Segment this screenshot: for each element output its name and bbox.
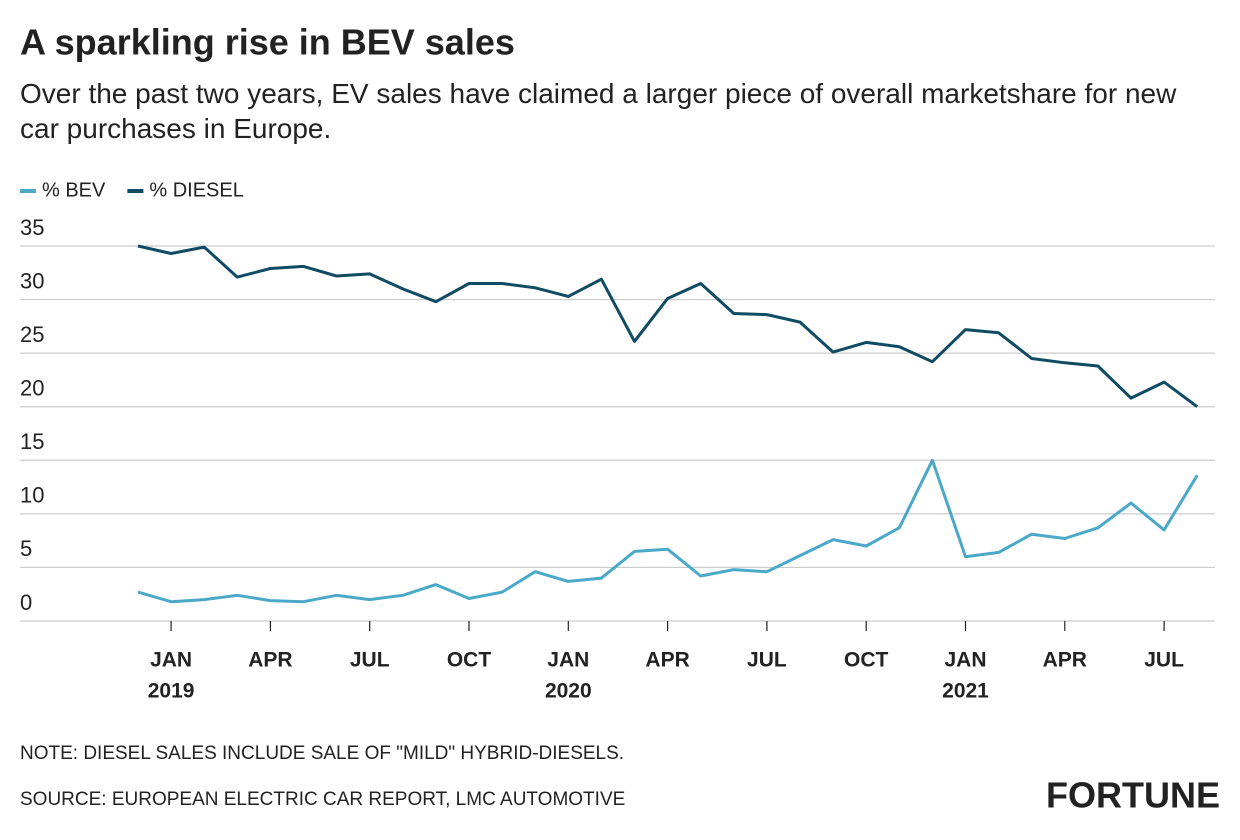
legend-label: % DIESEL [149,179,243,201]
x-tick-label: OCT [447,649,492,672]
x-tick-label: JUL [1144,649,1184,672]
y-tick-label: 25 [20,322,44,347]
x-tick-label: OCT [844,649,889,672]
series-line [137,458,1199,604]
x-tick-label: JAN [150,649,192,672]
legend-label: % BEV [42,179,106,201]
y-tick-label: 15 [20,429,44,454]
x-tick-label: APR [248,649,292,672]
chart-subtitle: Over the past two years, EV sales have c… [20,78,1177,144]
brand: FORTUNE [1046,775,1220,816]
y-tick-label: 10 [20,483,44,508]
y-tick-label: 5 [20,536,32,561]
source: SOURCE: EUROPEAN ELECTRIC CAR REPORT, LM… [20,789,625,810]
y-tick-label: 35 [20,215,44,240]
y-tick-label: 30 [20,268,44,293]
x-tick-label: JUL [747,649,787,672]
x-tick-label: JUL [350,649,390,672]
x-year-label: 2021 [942,680,989,703]
x-tick-label: APR [645,649,689,672]
x-tick-label: APR [1043,649,1087,672]
x-year-label: 2020 [545,680,592,703]
x-tick-label: JAN [547,649,589,672]
chart-title: A sparkling rise in BEV sales [20,22,515,63]
series-line [137,244,1199,408]
x-year-label: 2019 [148,680,195,703]
y-tick-label: 20 [20,376,44,401]
x-tick-label: JAN [944,649,986,672]
y-tick-label: 0 [20,590,32,615]
subtitle-box: Over the past two years, EV sales have c… [20,78,1177,144]
note: NOTE: DIESEL SALES INCLUDE SALE OF "MILD… [20,743,624,764]
